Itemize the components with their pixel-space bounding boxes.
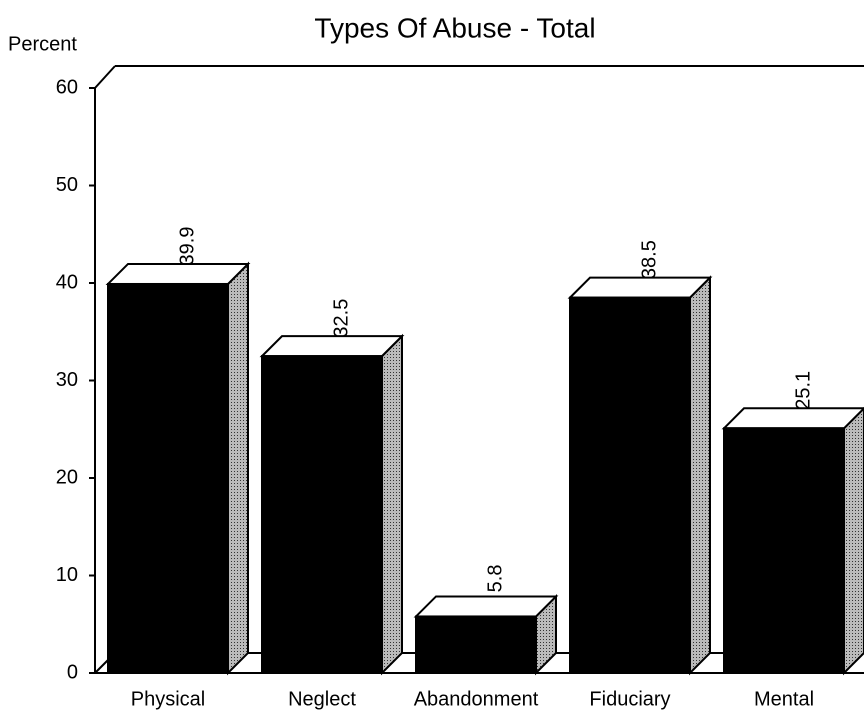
x-tick-label: Mental <box>754 688 814 710</box>
x-tick-label: Abandonment <box>414 688 539 710</box>
y-tick-label: 40 <box>56 271 78 293</box>
x-tick-label: Neglect <box>288 688 356 710</box>
data-label: 32.5 <box>330 299 352 338</box>
bar <box>569 296 691 674</box>
data-label: 25.1 <box>792 371 814 410</box>
data-label: 39.9 <box>176 227 198 266</box>
y-axis-label: Percent <box>8 33 77 55</box>
x-tick-label: Fiduciary <box>589 688 670 710</box>
bar-top <box>721 407 864 430</box>
bar-side <box>843 406 864 676</box>
bar <box>723 427 845 674</box>
y-tick-label: 10 <box>56 564 78 586</box>
x-tick-label: Physical <box>131 688 205 710</box>
bar-top <box>105 262 251 285</box>
data-label: 5.8 <box>484 565 506 593</box>
data-label: 38.5 <box>638 240 660 279</box>
chart-title: Types Of Abuse - Total <box>314 12 595 43</box>
y-tick-label: 50 <box>56 174 78 196</box>
y-tick-label: 20 <box>56 466 78 488</box>
y-tick-label: 0 <box>67 661 78 683</box>
bar-side <box>381 333 403 676</box>
bar <box>415 615 537 675</box>
bar-side <box>689 275 711 676</box>
bar-side <box>227 261 249 676</box>
bar <box>107 282 229 674</box>
y-tick-label: 60 <box>56 76 78 98</box>
bar-top <box>567 276 713 299</box>
y-tick-label: 30 <box>56 369 78 391</box>
bar-top <box>259 335 405 358</box>
bar <box>261 355 383 674</box>
bar-top <box>413 595 559 618</box>
